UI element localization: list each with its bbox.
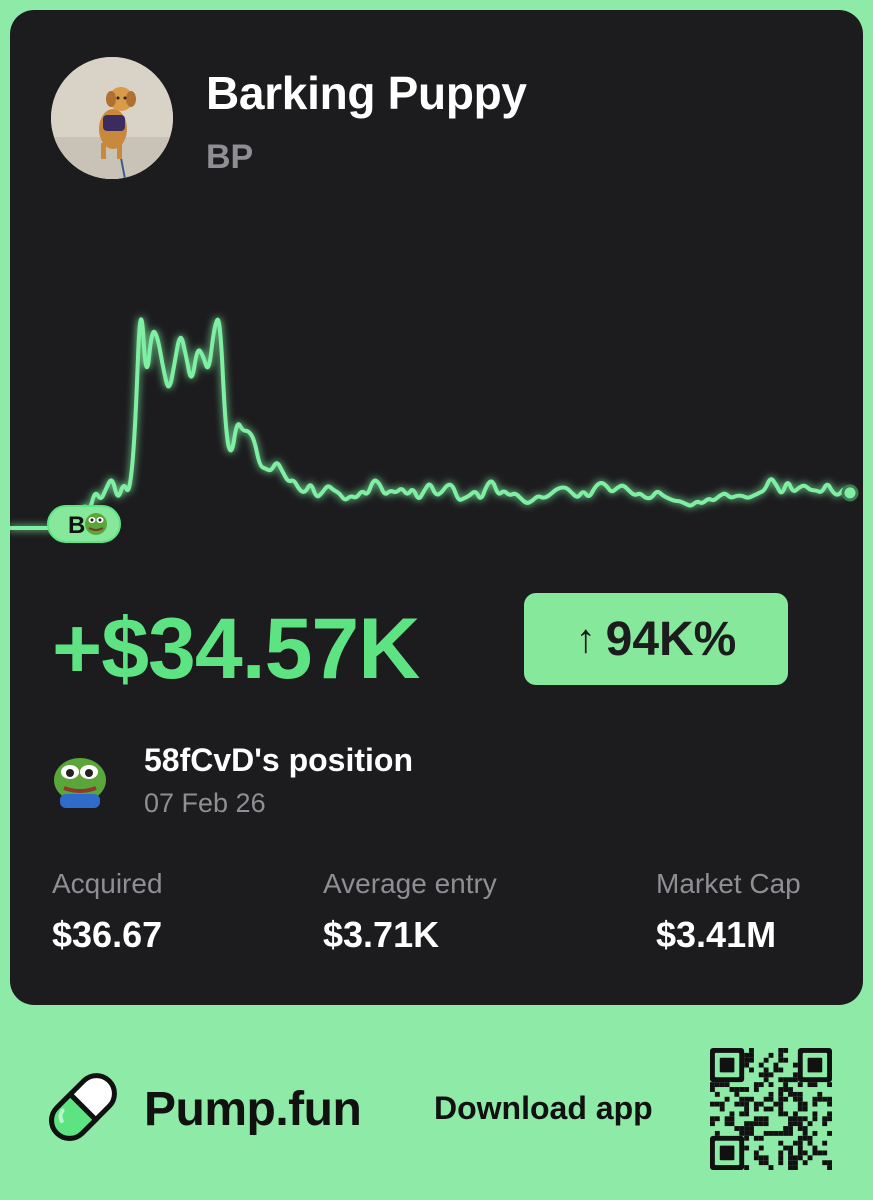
pnl-card: Barking Puppy BP B +$34.57K ↑ 94K% [10,10,863,1005]
stat-average-entry-value: $3.71K [323,914,440,955]
position-date: 07 Feb 26 [144,788,266,818]
brand-name: Pump.fun [144,1083,362,1136]
token-symbol: BP [206,138,254,176]
download-app-link[interactable]: Download app [434,1090,653,1126]
stat-market-cap-value: $3.41M [656,914,777,955]
pnl-amount: +$34.57K [52,601,420,697]
arrow-up-icon: ↑ [575,616,596,661]
price-line [10,317,852,530]
entry-marker-label: B [68,512,85,539]
puppy-photo-icon [51,57,173,179]
stat-acquired-label: Acquired [52,868,163,899]
stat-average-entry-label: Average entry [323,868,497,899]
pepe-frog-icon [85,513,107,535]
pepe-frog-icon [54,758,106,808]
stat-acquired-value: $36.67 [52,914,163,955]
token-name: Barking Puppy [206,67,527,119]
pnl-percent: 94K% [605,612,737,666]
stat-market-cap-label: Market Cap [656,868,801,899]
pnl-percent-badge: ↑ 94K% [524,593,788,685]
position-title: 58fCvD's position [144,742,413,778]
pill-icon [49,1073,117,1141]
price-chart: B [10,317,859,543]
entry-marker: B [47,505,121,543]
price-end-dot [841,484,859,502]
qr-code-icon[interactable] [710,1048,832,1170]
token-avatar [51,57,173,179]
